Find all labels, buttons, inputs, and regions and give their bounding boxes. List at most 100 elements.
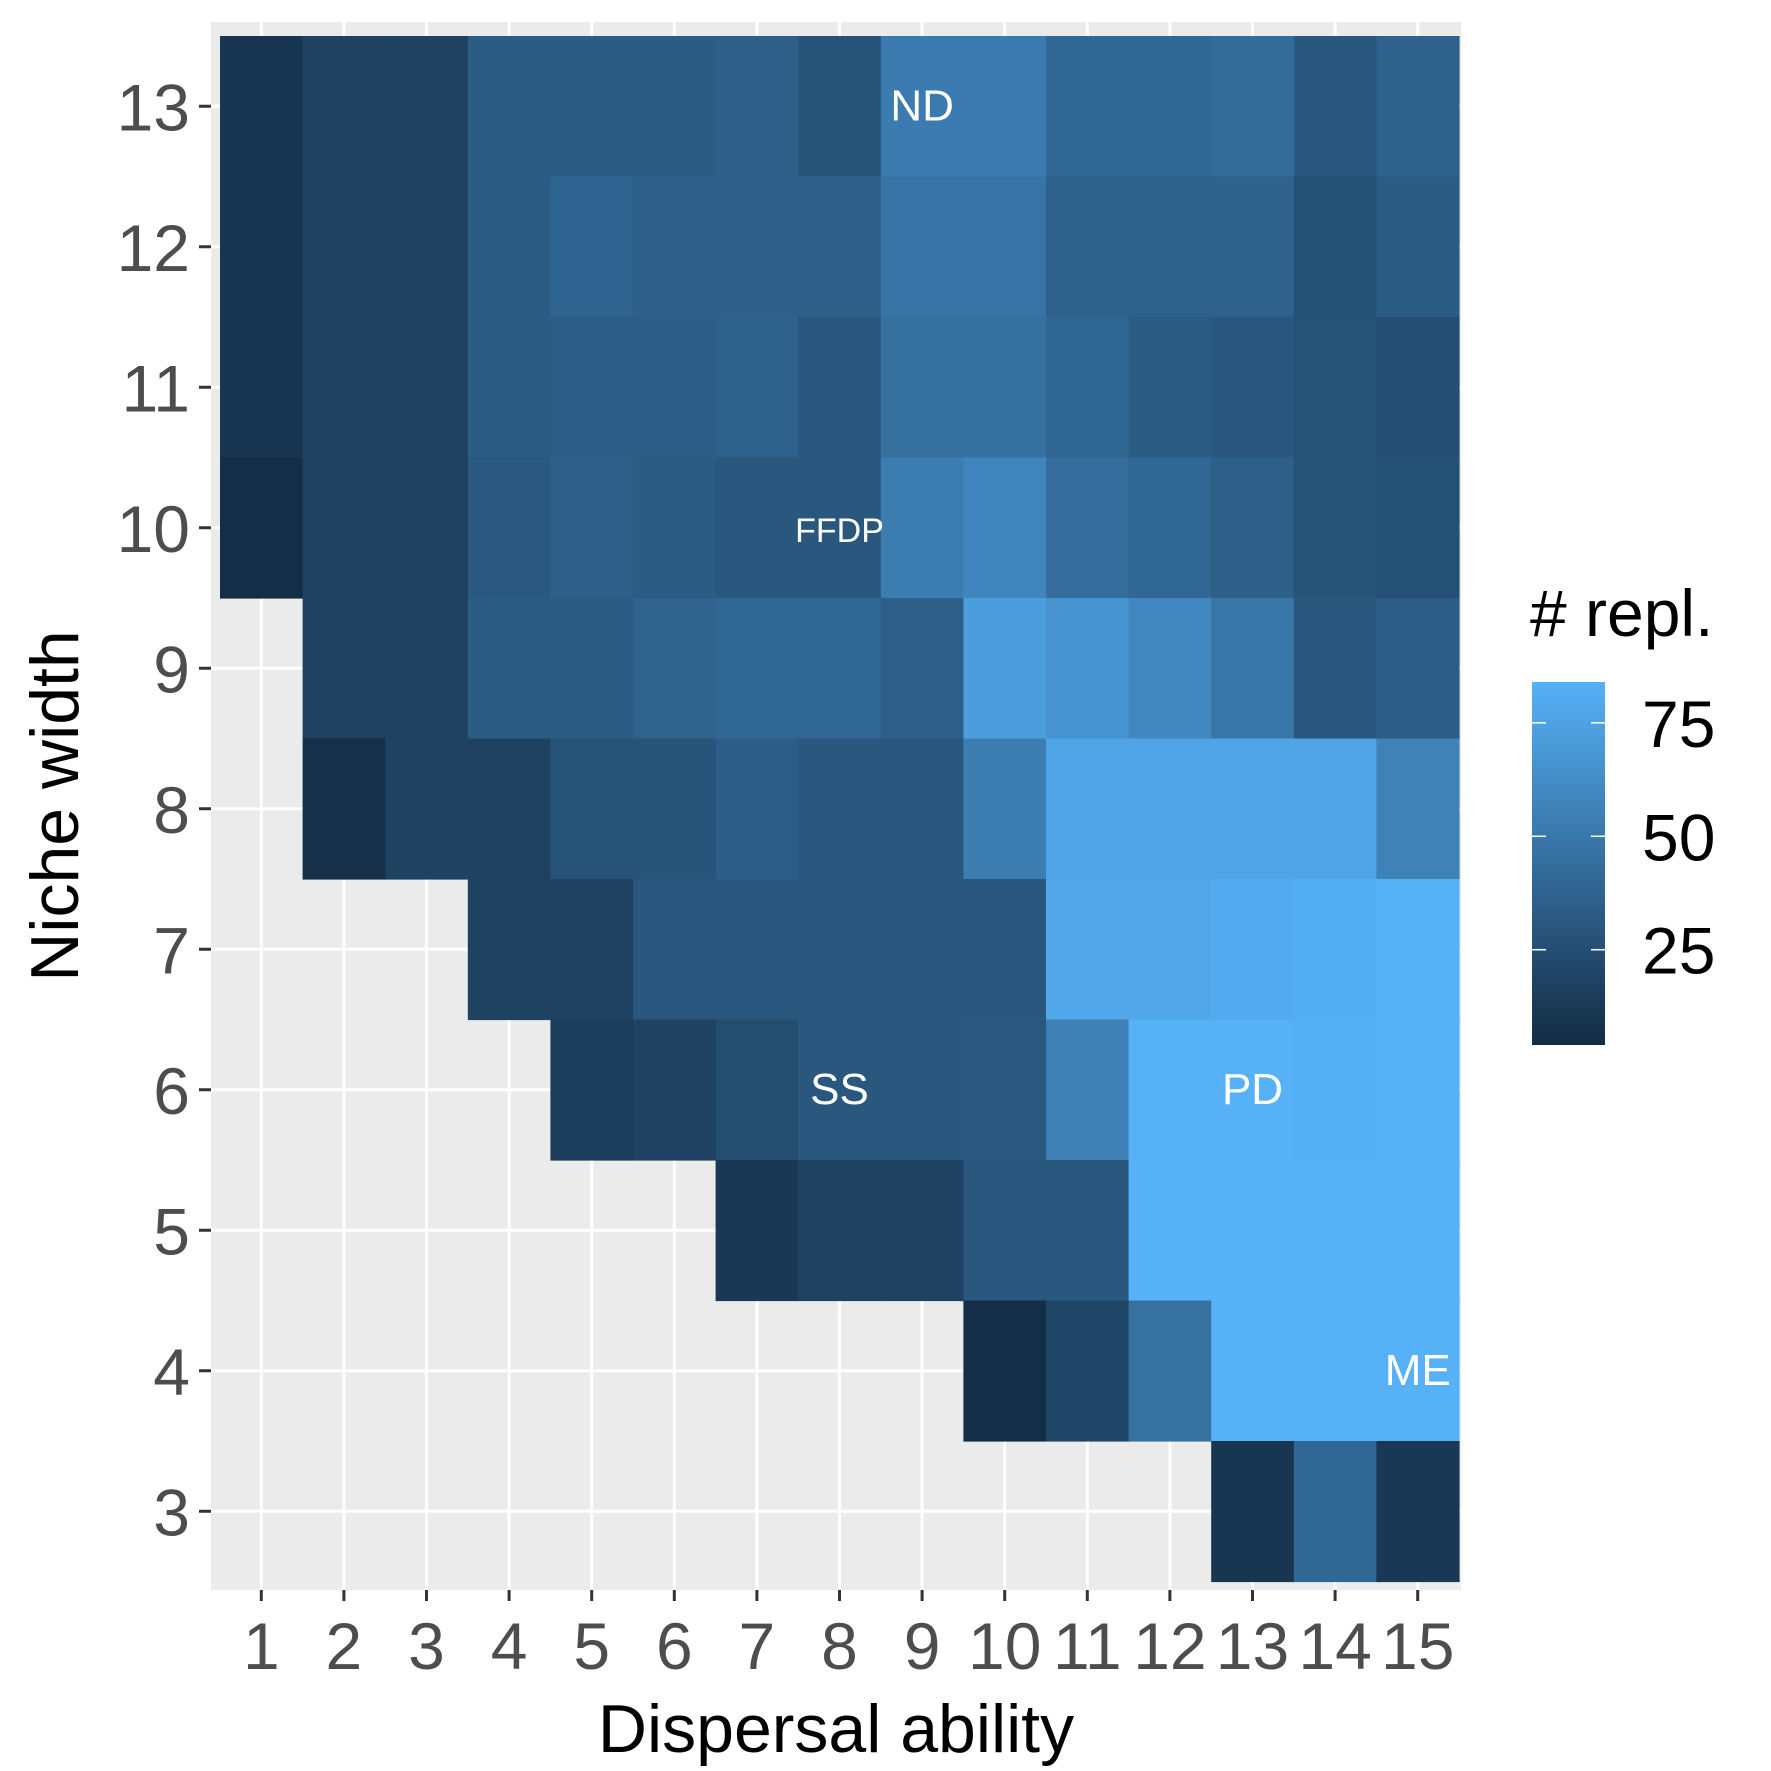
cell-annotation-ss: SS xyxy=(810,1065,869,1114)
heatmap-cell-x14-y5 xyxy=(1293,1160,1377,1302)
heatmap-cell-x10-y5 xyxy=(963,1160,1047,1302)
heatmap-cell-x5-y7 xyxy=(550,879,634,1021)
heatmap-cell-x7-y11 xyxy=(715,317,799,459)
heatmap-cell-x8-y7 xyxy=(798,879,882,1021)
legend-tick-label-75: 75 xyxy=(1642,687,1715,761)
heatmap-cell-x1-y13 xyxy=(220,36,304,178)
heatmap-cell-x15-y11 xyxy=(1376,317,1460,459)
heatmap-cell-x2-y12 xyxy=(302,176,386,318)
heatmap-cell-x13-y8 xyxy=(1211,738,1295,880)
heatmap-cell-x12-y12 xyxy=(1128,176,1212,318)
y-tick-label-13: 13 xyxy=(117,70,190,144)
heatmap-cell-x11-y10 xyxy=(1046,457,1130,599)
heatmap-cell-x2-y13 xyxy=(302,36,386,178)
heatmap-cell-x6-y13 xyxy=(633,36,717,178)
heatmap-cell-x13-y13 xyxy=(1211,36,1295,178)
heatmap-cell-x15-y4 xyxy=(1376,1300,1460,1442)
y-tick-label-8: 8 xyxy=(153,773,190,847)
cell-annotation-ffdp: FFDP xyxy=(795,512,884,550)
heatmap-cell-x13-y6 xyxy=(1211,1019,1295,1161)
heatmap-cell-x12-y11 xyxy=(1128,317,1212,459)
heatmap-cell-x12-y10 xyxy=(1128,457,1212,599)
x-tick-label-3: 3 xyxy=(408,1609,445,1683)
heatmap-cell-x13-y9 xyxy=(1211,598,1295,740)
heatmap-cell-x3-y8 xyxy=(385,738,469,880)
heatmap-cell-x15-y5 xyxy=(1376,1160,1460,1302)
heatmap-cell-x10-y8 xyxy=(963,738,1047,880)
heatmap-cell-x10-y10 xyxy=(963,457,1047,599)
heatmap-cell-x13-y12 xyxy=(1211,176,1295,318)
heatmap-cell-x5-y6 xyxy=(550,1019,634,1161)
y-tick-label-4: 4 xyxy=(153,1335,190,1409)
heatmap-cell-x3-y11 xyxy=(385,317,469,459)
heatmap-cell-x15-y3 xyxy=(1376,1441,1460,1583)
heatmap-cell-x4-y12 xyxy=(467,176,551,318)
x-tick-label-5: 5 xyxy=(573,1609,610,1683)
heatmap-cell-x12-y6 xyxy=(1128,1019,1212,1161)
heatmap-cell-x12-y5 xyxy=(1128,1160,1212,1302)
x-tick-label-6: 6 xyxy=(656,1609,693,1683)
heatmap-cell-x7-y10 xyxy=(715,457,799,599)
heatmap-cell-x3-y13 xyxy=(385,36,469,178)
x-tick-label-12: 12 xyxy=(1133,1609,1206,1683)
heatmap-cell-x6-y8 xyxy=(633,738,717,880)
heatmap-cell-x15-y9 xyxy=(1376,598,1460,740)
x-tick-label-9: 9 xyxy=(904,1609,941,1683)
heatmap-cell-x15-y10 xyxy=(1376,457,1460,599)
heatmap-cell-x11-y6 xyxy=(1046,1019,1130,1161)
cell-annotations: ND FFDP SS PD ME xyxy=(795,81,1451,1395)
heatmap-cell-x14-y9 xyxy=(1293,598,1377,740)
heatmap-cell-x1-y12 xyxy=(220,176,304,318)
heatmap-cell-x14-y11 xyxy=(1293,317,1377,459)
heatmap-cell-x4-y9 xyxy=(467,598,551,740)
heatmap-cell-x8-y9 xyxy=(798,598,882,740)
heatmap-cell-x2-y8 xyxy=(302,738,386,880)
y-tick-label-5: 5 xyxy=(153,1194,190,1268)
heatmap-cell-x10-y12 xyxy=(963,176,1047,318)
heatmap-cell-x9-y8 xyxy=(880,738,964,880)
heatmap-cell-x1-y11 xyxy=(220,317,304,459)
y-tick-label-10: 10 xyxy=(117,492,190,566)
x-tick-label-11: 11 xyxy=(1053,1609,1122,1683)
heatmap-cell-x12-y4 xyxy=(1128,1300,1212,1442)
x-tick-label-13: 13 xyxy=(1216,1609,1289,1683)
heatmap-cell-x6-y12 xyxy=(633,176,717,318)
heatmap-cell-x9-y7 xyxy=(880,879,964,1021)
y-tick-label-6: 6 xyxy=(153,1054,190,1128)
x-tick-label-1: 1 xyxy=(243,1609,280,1683)
y-tick-label-11: 11 xyxy=(121,351,190,425)
heatmap-cell-x4-y13 xyxy=(467,36,551,178)
heatmap-cell-x10-y11 xyxy=(963,317,1047,459)
legend-colorbar xyxy=(1532,682,1605,1045)
heatmap-cell-x15-y13 xyxy=(1376,36,1460,178)
heatmap-cell-x7-y8 xyxy=(715,738,799,880)
cell-annotation-nd: ND xyxy=(890,81,954,130)
x-tick-label-14: 14 xyxy=(1298,1609,1371,1683)
heatmap-cell-x11-y13 xyxy=(1046,36,1130,178)
heatmap-cell-x12-y8 xyxy=(1128,738,1212,880)
heatmap-cell-x10-y13 xyxy=(963,36,1047,178)
heatmap-cell-x13-y5 xyxy=(1211,1160,1295,1302)
heatmap-cell-x12-y13 xyxy=(1128,36,1212,178)
heatmap-cell-x7-y12 xyxy=(715,176,799,318)
heatmap-cell-x2-y11 xyxy=(302,317,386,459)
heatmap-cell-x14-y3 xyxy=(1293,1441,1377,1583)
heatmap-cell-x13-y7 xyxy=(1211,879,1295,1021)
heatmap-cell-x6-y6 xyxy=(633,1019,717,1161)
legend-tick-label-50: 50 xyxy=(1642,800,1715,874)
heatmap-cell-x8-y13 xyxy=(798,36,882,178)
heatmap-cell-x13-y3 xyxy=(1211,1441,1295,1583)
heatmap-cell-x8-y5 xyxy=(798,1160,882,1302)
heatmap-cell-x5-y12 xyxy=(550,176,634,318)
heatmap-cell-x10-y7 xyxy=(963,879,1047,1021)
heatmap-cell-x8-y6 xyxy=(798,1019,882,1161)
heatmap-cell-x14-y7 xyxy=(1293,879,1377,1021)
heatmap-cell-x3-y12 xyxy=(385,176,469,318)
heatmap-cell-x3-y10 xyxy=(385,457,469,599)
y-tick-label-3: 3 xyxy=(153,1475,190,1549)
heatmap-cell-x13-y10 xyxy=(1211,457,1295,599)
x-tick-label-8: 8 xyxy=(821,1609,858,1683)
heatmap-cell-x9-y12 xyxy=(880,176,964,318)
heatmap-cell-x4-y8 xyxy=(467,738,551,880)
